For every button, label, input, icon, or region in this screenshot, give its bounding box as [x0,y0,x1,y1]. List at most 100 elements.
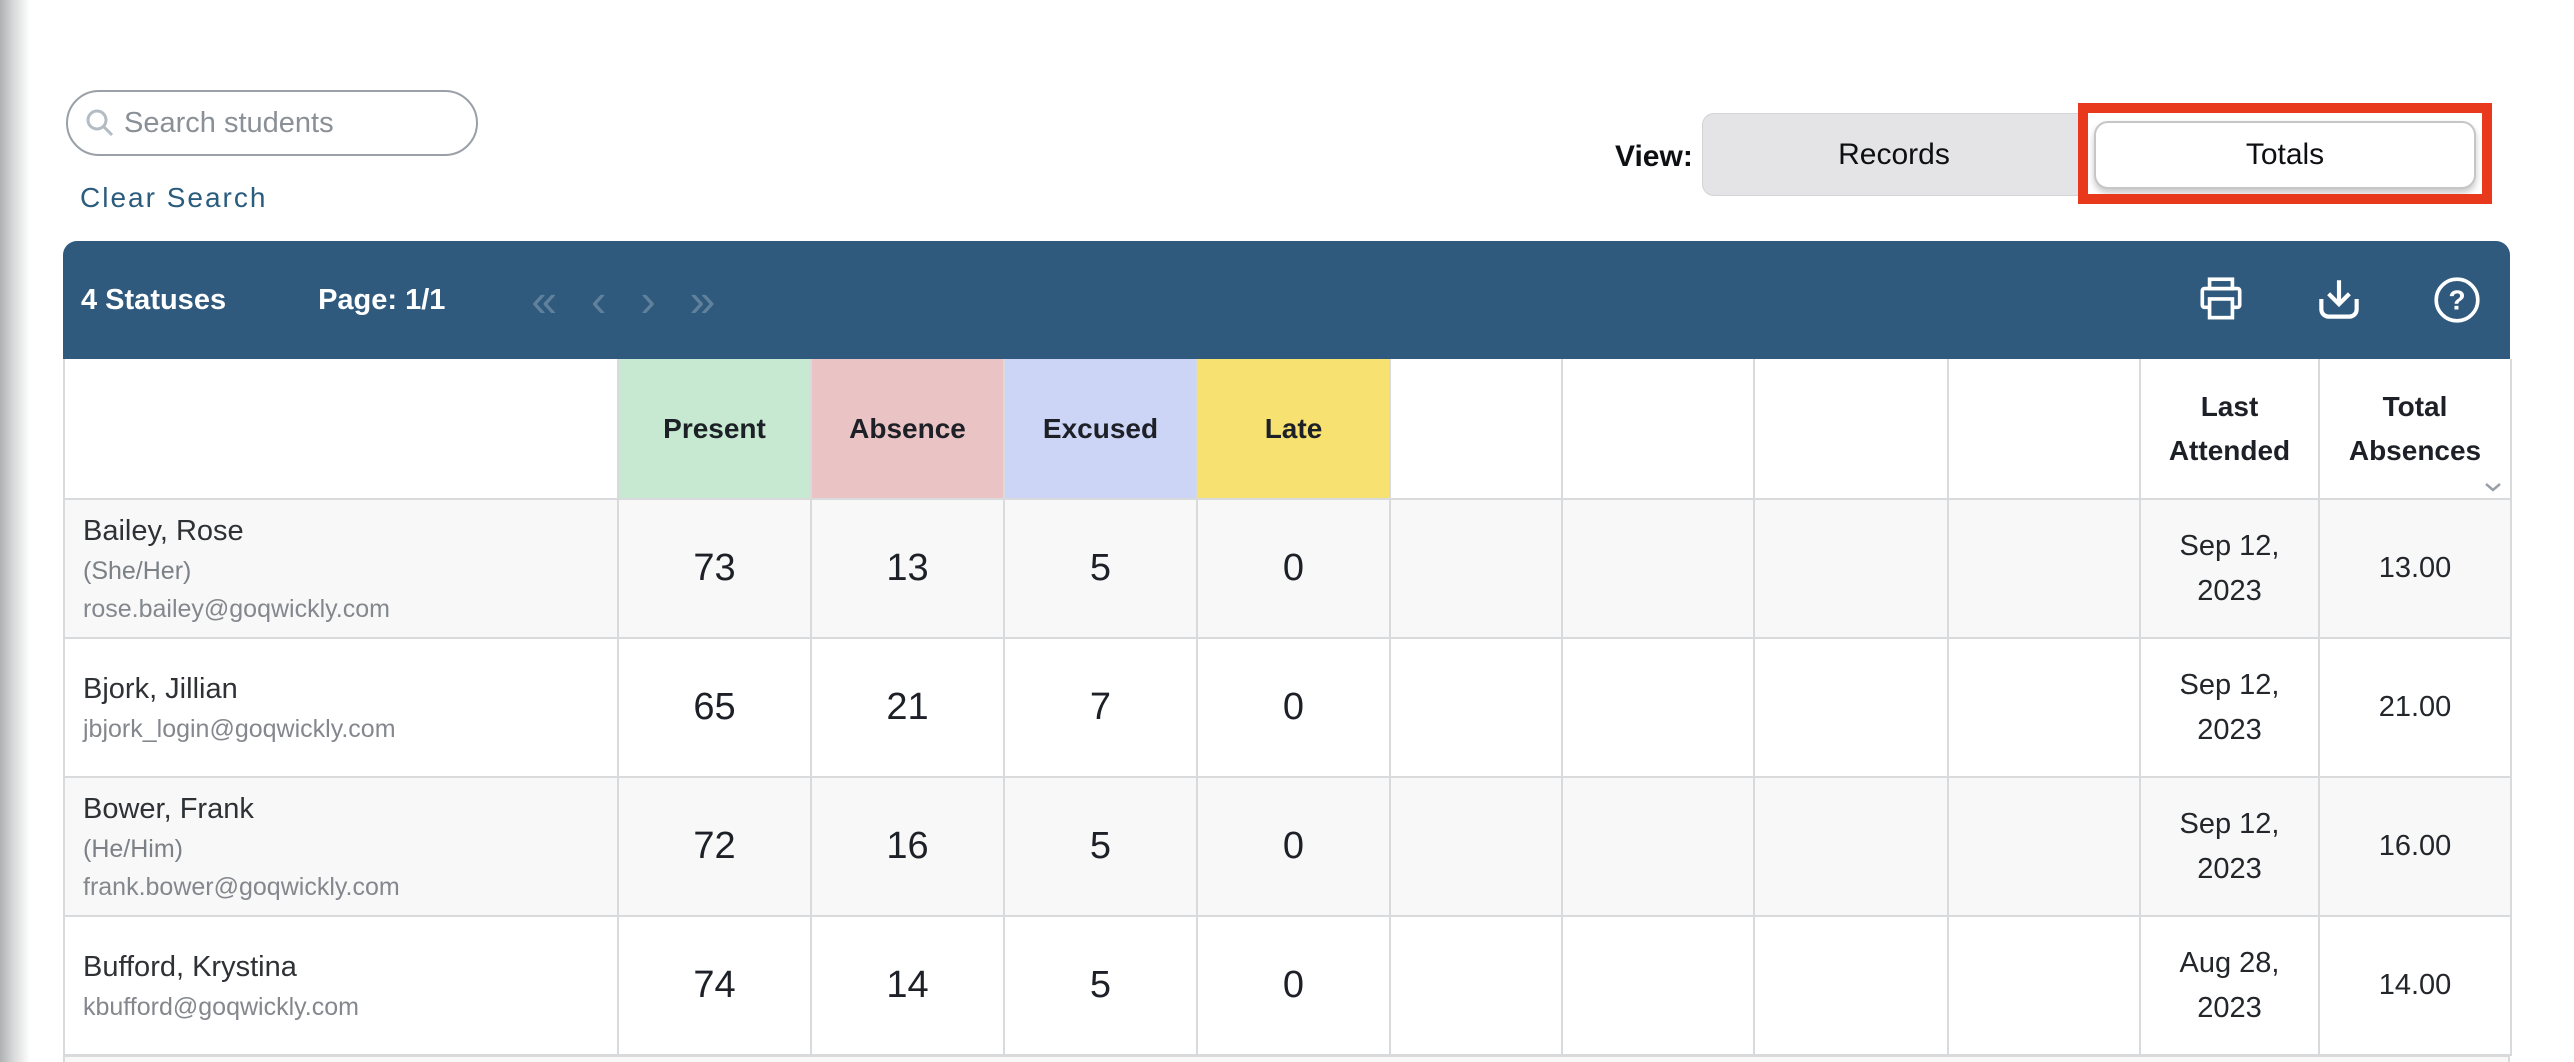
search-input[interactable] [124,106,460,140]
previous-page-icon[interactable]: ‹ [591,274,607,326]
empty-cell [1947,777,2141,917]
student-pronouns: (He/Him) [83,835,183,864]
table-row: Bailey, Rose (She/Her) rose.bailey@goqwi… [63,499,2512,639]
attendance-totals-table: Present Absence Excused Late Last Attend… [63,359,2512,1056]
student-cell: Bufford, Krystina kbufford@goqwickly.com [63,916,619,1056]
table-header-row: Present Absence Excused Late Last Attend… [63,359,2512,500]
student-email: jbjork_login@goqwickly.com [83,715,396,744]
page-indicator: Page: 1/1 [318,283,446,316]
header-student [63,359,619,500]
empty-cell [1753,638,1949,778]
view-totals-button[interactable]: Totals [2094,121,2476,189]
absence-count: 21 [810,638,1005,778]
late-count: 0 [1196,638,1391,778]
header-empty-2 [1561,359,1755,500]
header-total-absences-label: Total Absences [2348,391,2482,466]
absence-count: 13 [810,499,1005,639]
empty-cell [1389,916,1563,1056]
total-absences-value: 16.00 [2318,777,2512,917]
table-row: Bufford, Krystina kbufford@goqwickly.com… [63,916,2512,1056]
student-email: kbufford@goqwickly.com [83,993,359,1022]
header-excused[interactable]: Excused [1003,359,1198,500]
header-present[interactable]: Present [617,359,812,500]
last-attended-date: Sep 12, 2023 [2139,638,2320,778]
download-button[interactable] [2312,273,2366,327]
student-name: Bjork, Jillian [83,672,238,705]
present-count: 73 [617,499,812,639]
empty-cell [1561,499,1755,639]
next-row-cutoff [63,1055,2510,1062]
excused-count: 7 [1003,638,1198,778]
student-name: Bufford, Krystina [83,950,297,983]
svg-text:?: ? [2448,284,2465,315]
last-page-icon[interactable]: » [689,274,716,326]
last-attended-date: Sep 12, 2023 [2139,499,2320,639]
absence-count: 14 [810,916,1005,1056]
late-count: 0 [1196,916,1391,1056]
header-absence[interactable]: Absence [810,359,1005,500]
late-count: 0 [1196,499,1391,639]
empty-cell [1561,638,1755,778]
excused-count: 5 [1003,916,1198,1056]
table-row: Bjork, Jillian jbjork_login@goqwickly.co… [63,638,2512,778]
sort-chevron-icon [2485,483,2501,492]
late-count: 0 [1196,777,1391,917]
first-page-icon[interactable]: « [531,274,558,326]
header-empty-1 [1389,359,1563,500]
student-name: Bower, Frank [83,792,254,825]
empty-cell [1753,499,1949,639]
statuses-count: 4 Statuses [81,283,227,316]
excused-count: 5 [1003,499,1198,639]
header-last-attended[interactable]: Last Attended [2139,359,2320,500]
last-attended-date: Aug 28, 2023 [2139,916,2320,1056]
total-absences-value: 21.00 [2318,638,2512,778]
empty-cell [1389,777,1563,917]
window-edge-shadow [0,0,30,1062]
printer-icon [2200,277,2242,320]
print-button[interactable] [2194,273,2248,327]
search-icon [86,109,114,137]
empty-cell [1389,499,1563,639]
help-button[interactable]: ? [2430,273,2484,327]
table-toolbar: 4 Statuses Page: 1/1 « ‹ › » [63,241,2510,359]
student-email: rose.bailey@goqwickly.com [83,594,390,623]
student-cell: Bjork, Jillian jbjork_login@goqwickly.co… [63,638,619,778]
empty-cell [1753,777,1949,917]
present-count: 72 [617,777,812,917]
header-late[interactable]: Late [1196,359,1391,500]
excused-count: 5 [1003,777,1198,917]
table-row: Bower, Frank (He/Him) frank.bower@goqwic… [63,777,2512,917]
student-email: frank.bower@goqwickly.com [83,872,400,901]
present-count: 74 [617,916,812,1056]
student-cell: Bower, Frank (He/Him) frank.bower@goqwic… [63,777,619,917]
student-name: Bailey, Rose [83,514,244,547]
empty-cell [1561,916,1755,1056]
present-count: 65 [617,638,812,778]
empty-cell [1389,638,1563,778]
total-absences-value: 14.00 [2318,916,2512,1056]
download-icon [2319,280,2359,319]
empty-cell [1561,777,1755,917]
student-pronouns: (She/Her) [83,557,192,586]
records-button-label: Records [1838,137,1950,171]
totals-button-label: Totals [2245,138,2325,171]
search-box[interactable] [66,90,478,156]
student-cell: Bailey, Rose (She/Her) rose.bailey@goqwi… [63,499,619,639]
view-records-button[interactable]: Records [1702,113,2086,196]
clear-search-link[interactable]: Clear Search [80,182,268,213]
header-empty-4 [1947,359,2141,500]
empty-cell [1947,916,2141,1056]
absence-count: 16 [810,777,1005,917]
empty-cell [1753,916,1949,1056]
empty-cell [1947,499,2141,639]
total-absences-value: 13.00 [2318,499,2512,639]
header-empty-3 [1753,359,1949,500]
empty-cell [1947,638,2141,778]
pagination-controls: « ‹ › » [531,277,715,323]
help-icon: ? [2434,277,2480,323]
header-total-absences[interactable]: Total Absences [2318,359,2512,500]
last-attended-date: Sep 12, 2023 [2139,777,2320,917]
next-page-icon[interactable]: › [640,274,656,326]
view-label: View: [1615,140,1693,173]
